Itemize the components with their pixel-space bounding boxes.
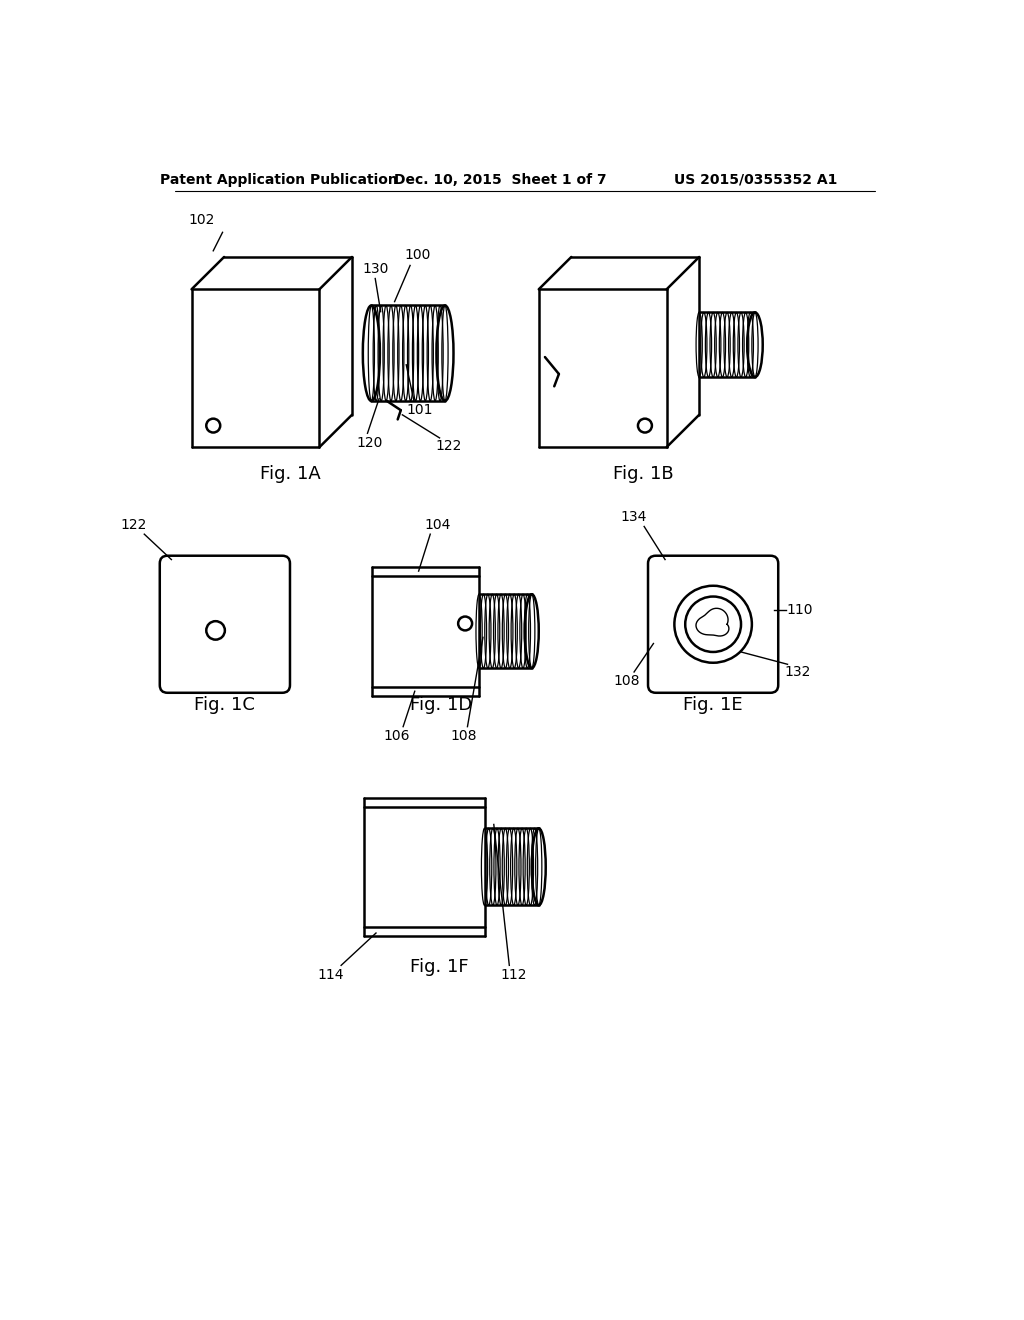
Text: Dec. 10, 2015  Sheet 1 of 7: Dec. 10, 2015 Sheet 1 of 7 — [393, 173, 606, 187]
Text: 120: 120 — [356, 437, 383, 450]
Text: US 2015/0355352 A1: US 2015/0355352 A1 — [674, 173, 838, 187]
Text: 101: 101 — [407, 403, 433, 417]
Text: 104: 104 — [425, 517, 452, 532]
Text: 106: 106 — [384, 729, 411, 743]
Text: 114: 114 — [317, 968, 343, 982]
Text: Patent Application Publication: Patent Application Publication — [160, 173, 398, 187]
Text: Fig. 1D: Fig. 1D — [410, 696, 472, 714]
Text: 108: 108 — [451, 729, 477, 743]
Text: 110: 110 — [786, 603, 813, 618]
Text: 112: 112 — [501, 968, 527, 982]
Text: 108: 108 — [613, 675, 640, 688]
Text: 132: 132 — [784, 665, 811, 678]
Text: 134: 134 — [621, 511, 647, 524]
Text: Fig. 1C: Fig. 1C — [195, 696, 255, 714]
Text: Fig. 1B: Fig. 1B — [613, 465, 674, 483]
Text: 100: 100 — [404, 248, 431, 263]
Text: Fig. 1E: Fig. 1E — [683, 696, 743, 714]
Text: 122: 122 — [435, 438, 462, 453]
Text: 102: 102 — [188, 213, 215, 227]
Text: Fig. 1A: Fig. 1A — [260, 465, 322, 483]
Text: Fig. 1F: Fig. 1F — [411, 958, 469, 975]
Text: 122: 122 — [120, 517, 146, 532]
Text: 130: 130 — [362, 261, 388, 276]
